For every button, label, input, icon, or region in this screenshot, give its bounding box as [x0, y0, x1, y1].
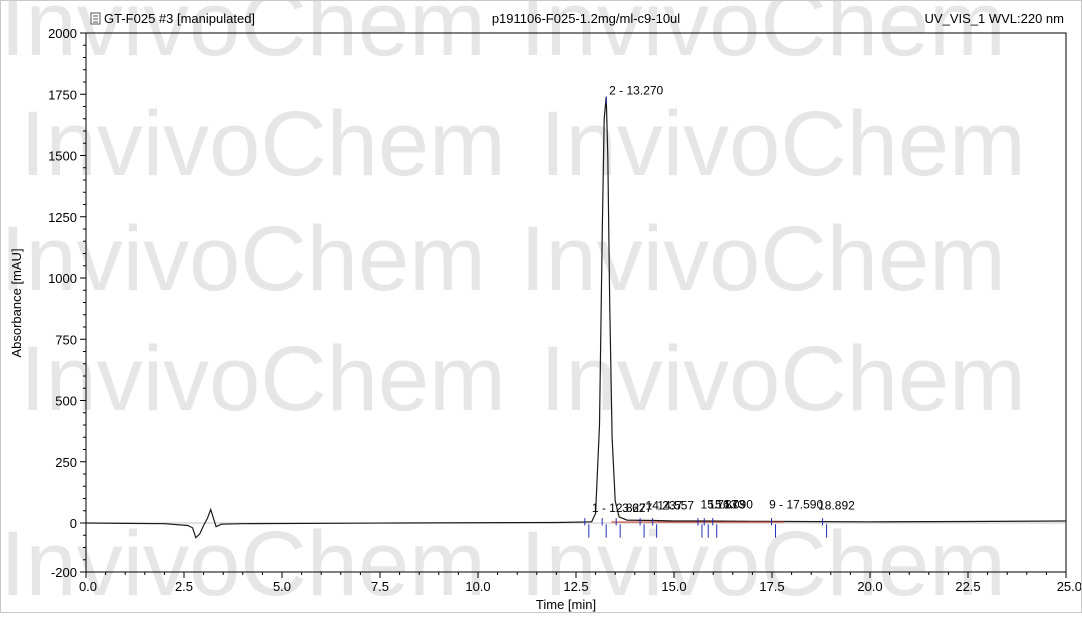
- y-tick-label: 2000: [48, 26, 77, 41]
- x-tick-label: 10.0: [465, 579, 490, 594]
- watermark-text: InvivoChem: [540, 328, 1026, 430]
- watermark-text: InvivoChem: [520, 513, 1006, 613]
- x-tick-label: 17.5: [759, 579, 784, 594]
- x-tick-label: 15.0: [661, 579, 686, 594]
- y-axis-label: Absorbance [mAU]: [9, 248, 24, 357]
- document-icon: [90, 12, 101, 25]
- file-label: p191106-F025-1.2mg/ml-c9-10ul: [492, 11, 680, 26]
- peak-label: 16.090: [716, 497, 753, 511]
- watermark-text: InvivoChem: [0, 208, 486, 310]
- watermark-text: InvivoChem: [520, 0, 1006, 75]
- peak-label: 14.557: [657, 499, 694, 513]
- y-tick-label: 250: [55, 455, 77, 470]
- x-tick-label: 5.0: [273, 579, 291, 594]
- x-tick-label: 20.0: [857, 579, 882, 594]
- peak-label: 18.892: [818, 499, 855, 513]
- watermark-text: InvivoChem: [20, 93, 506, 195]
- y-tick-label: -200: [51, 565, 77, 580]
- y-tick-label: 1000: [48, 271, 77, 286]
- x-tick-label: 0.0: [79, 579, 97, 594]
- x-tick-label: 2.5: [175, 579, 193, 594]
- watermark-text: InvivoChem: [20, 328, 506, 430]
- peak-label: 2 - 13.270: [609, 83, 663, 97]
- watermark-text: InvivoChem: [0, 0, 486, 75]
- peak-label: 3.627: [622, 501, 652, 515]
- x-tick-label: 25.0: [1057, 579, 1082, 594]
- detector-label: UV_VIS_1 WVL:220 nm: [925, 11, 1064, 26]
- y-tick-label: 1250: [48, 210, 77, 225]
- peak-label: 9 - 17.590: [769, 497, 823, 511]
- watermark-text: InvivoChem: [540, 93, 1026, 195]
- y-tick-label: 750: [55, 332, 77, 347]
- peak-label: 15.713: [701, 497, 738, 511]
- chart-header: GT-F025 #3 [manipulated] p191106-F025-1.…: [90, 11, 1064, 26]
- watermark-text: InvivoChem: [520, 208, 1006, 310]
- peak-label: 15.873: [708, 497, 745, 511]
- y-tick-label: 1750: [48, 87, 77, 102]
- peak-label: 14.237: [646, 499, 683, 513]
- chromatogram-trace: [85, 96, 1067, 539]
- x-tick-label: 7.5: [371, 579, 389, 594]
- y-tick-label: 0: [70, 516, 77, 531]
- y-tick-label: 500: [55, 394, 77, 409]
- watermark-text: InvivoChem: [0, 513, 486, 613]
- x-axis-label: Time [min]: [536, 597, 596, 612]
- sample-label: GT-F025 #3 [manipulated]: [104, 11, 255, 26]
- peak-label: 1 - 12.827: [592, 501, 646, 515]
- y-tick-label: 1500: [48, 149, 77, 164]
- x-tick-label: 12.5: [563, 579, 588, 594]
- axes: -200 0 250 500 750 1000 1250 1500 1750 2000 0.0 2.5…: [48, 26, 1082, 594]
- x-tick-label: 22.5: [955, 579, 980, 594]
